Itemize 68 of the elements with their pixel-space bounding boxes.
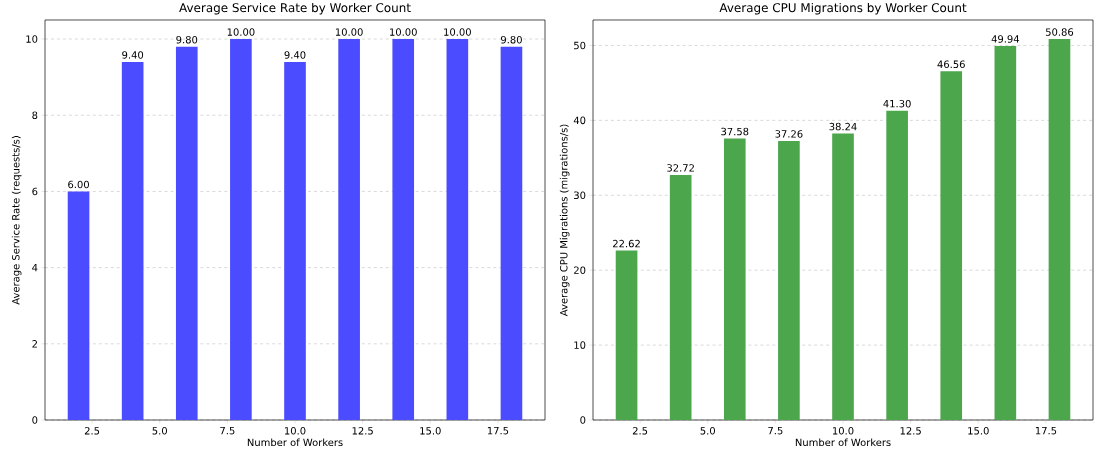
x-tick-label: 17.5	[1035, 427, 1057, 435]
y-tick-label: 10	[574, 341, 586, 349]
bar	[886, 110, 908, 420]
y-tick-label: 2	[32, 340, 37, 348]
x-tick-label: 5.0	[152, 427, 167, 435]
y-tick-label: 30	[574, 191, 586, 200]
data-label: 22.62	[613, 239, 640, 248]
y-tick-label: 8	[32, 111, 38, 119]
x-tick-label: 12.5	[900, 427, 921, 435]
data-label: 10.00	[335, 28, 363, 36]
bar	[615, 250, 638, 420]
bar	[940, 71, 963, 420]
bar	[392, 39, 415, 420]
bar	[994, 45, 1017, 420]
bar	[121, 61, 144, 420]
bar	[230, 39, 252, 420]
data-label: 38.24	[829, 122, 857, 131]
bar	[284, 61, 306, 420]
y-tick-label: 0	[580, 416, 586, 424]
y-axis-title: Average Service Rate (requests/s)	[11, 136, 22, 305]
x-tick-label: 17.5	[487, 427, 509, 435]
chart-title: Average Service Rate by Worker Count	[179, 2, 411, 15]
x-tick-label: 15.0	[968, 427, 989, 435]
data-label: 37.58	[721, 127, 749, 136]
data-label: 9.80	[500, 35, 522, 44]
x-tick-label: 2.5	[84, 427, 100, 435]
x-tick-label: 2.5	[632, 427, 648, 435]
data-label: 9.80	[176, 35, 198, 44]
data-label: 10.00	[390, 28, 417, 36]
data-label: 50.86	[1045, 28, 1074, 36]
data-label: 6.00	[68, 180, 89, 189]
bar	[669, 174, 692, 420]
data-label: 10.00	[227, 28, 255, 36]
bar	[832, 133, 854, 420]
bar	[446, 39, 469, 420]
y-tick-label: 0	[32, 416, 38, 424]
data-label: 37.26	[775, 130, 803, 138]
data-label: 9.40	[284, 51, 306, 59]
x-tick-label: 12.5	[352, 427, 373, 435]
bar	[175, 46, 198, 420]
y-tick-label: 40	[573, 116, 586, 125]
x-tick-label: 15.0	[420, 427, 441, 435]
data-label: 9.40	[122, 51, 144, 59]
bar	[1048, 39, 1071, 420]
data-label: 32.72	[667, 164, 694, 172]
x-tick-label: 7.5	[220, 427, 235, 435]
bar	[67, 191, 90, 420]
y-tick-label: 20	[574, 266, 586, 274]
y-tick-label: 50	[574, 41, 586, 50]
bar	[338, 39, 360, 420]
y-tick-label: 10	[26, 35, 38, 43]
x-tick-label: 10.0	[833, 427, 854, 435]
x-axis-title: Number of Workers	[795, 438, 891, 447]
x-tick-label: 5.0	[700, 427, 715, 435]
y-tick-label: 6	[32, 187, 38, 196]
data-label: 46.56	[937, 60, 965, 69]
y-tick-label: 4	[32, 263, 38, 272]
data-label: 41.30	[883, 99, 911, 108]
data-label: 10.00	[444, 28, 471, 36]
x-axis-title: Number of Workers	[247, 438, 343, 447]
x-tick-label: 7.5	[768, 427, 783, 435]
chart-title: Average CPU Migrations by Worker Count	[719, 2, 967, 15]
bar	[778, 140, 800, 420]
data-label: 49.94	[991, 35, 1020, 43]
bar	[723, 138, 746, 420]
bar	[500, 46, 523, 420]
x-tick-label: 10.0	[285, 427, 306, 435]
y-axis-title: Average CPU Migrations (migrations/s)	[559, 124, 570, 317]
